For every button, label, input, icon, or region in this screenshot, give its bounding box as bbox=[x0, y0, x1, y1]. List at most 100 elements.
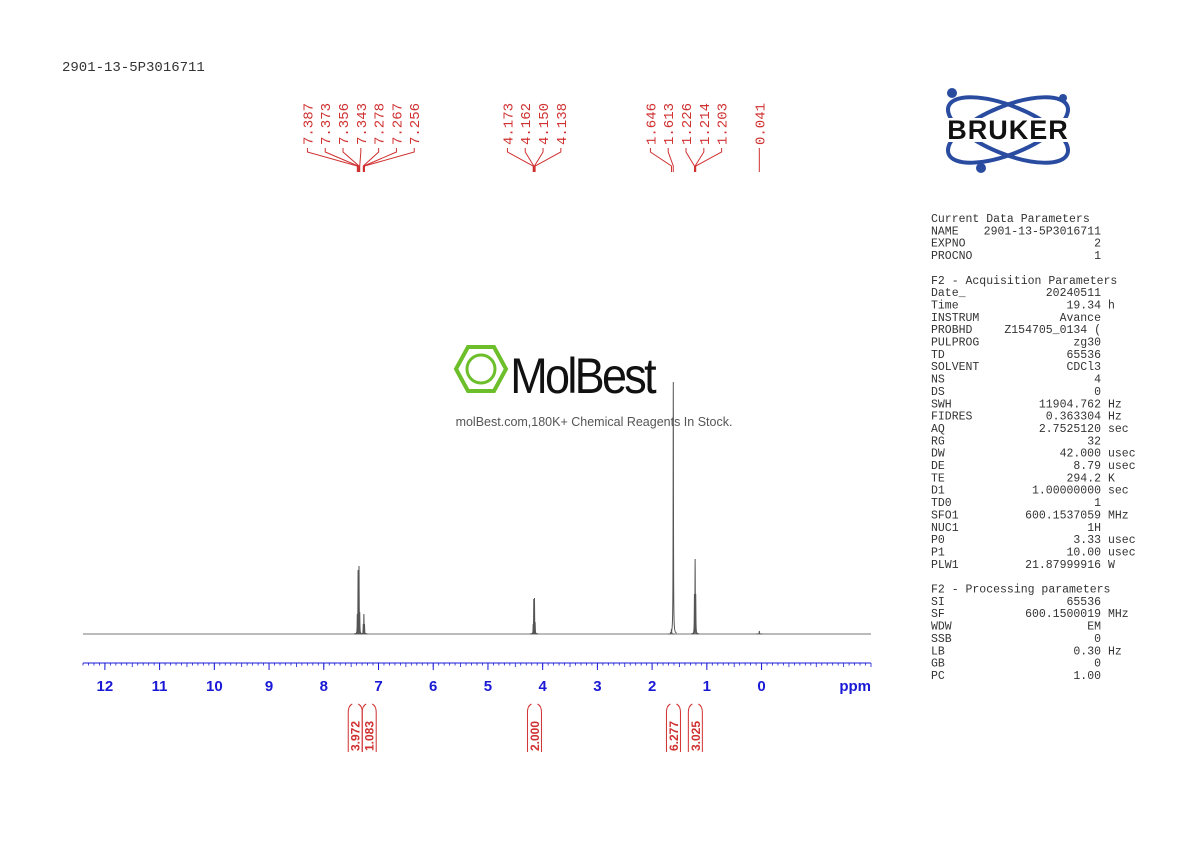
x-axis-label: ppm bbox=[839, 678, 871, 695]
param-value: 3.33 bbox=[1073, 534, 1101, 547]
param-key: SFO1 bbox=[931, 509, 959, 522]
peak-label: 7.343 bbox=[355, 103, 371, 145]
peak-label: 7.356 bbox=[337, 103, 353, 145]
peak-leader bbox=[363, 148, 397, 172]
peak-label: 4.173 bbox=[501, 103, 517, 145]
peak-leader bbox=[359, 148, 362, 172]
peak-label: 7.373 bbox=[319, 103, 335, 145]
logo-orbit bbox=[945, 95, 1071, 165]
sample-id: 2901-13-5P3016711 bbox=[62, 60, 205, 76]
x-tick-label: 3 bbox=[593, 678, 601, 695]
peak-leader bbox=[524, 148, 535, 172]
integral-label: 3.972 bbox=[349, 721, 363, 751]
param-unit: usec bbox=[1108, 448, 1136, 461]
param-value: 600.1537059 bbox=[1025, 509, 1101, 522]
peak-label: 4.150 bbox=[537, 103, 553, 145]
watermark-ring bbox=[465, 353, 497, 385]
section-title: F2 - Acquisition Parameters bbox=[931, 275, 1117, 288]
peak-label: 0.041 bbox=[753, 103, 769, 145]
param-value: 32 bbox=[1087, 435, 1101, 448]
param-value: 2 bbox=[1094, 238, 1101, 251]
param-unit: sec bbox=[1108, 485, 1129, 498]
peak-label: 1.214 bbox=[698, 103, 714, 145]
param-key: Date_ bbox=[931, 287, 966, 300]
param-value: 11904.762 bbox=[1039, 398, 1101, 411]
param-value: 65536 bbox=[1066, 596, 1101, 609]
param-key: SOLVENT bbox=[931, 361, 979, 374]
param-value: CDCl3 bbox=[1066, 361, 1101, 374]
param-value: 42.000 bbox=[1060, 448, 1102, 461]
param-value: 0.30 bbox=[1073, 645, 1101, 658]
section-title: F2 - Processing parameters bbox=[931, 584, 1110, 597]
x-tick-label: 6 bbox=[429, 678, 437, 695]
param-value: 1H bbox=[1087, 522, 1101, 535]
logo-dot bbox=[947, 88, 957, 98]
param-key: TD0 bbox=[931, 497, 952, 510]
integral-bracket bbox=[361, 703, 377, 752]
logo-dot bbox=[976, 163, 986, 173]
peak-leader bbox=[694, 148, 705, 172]
x-tick-label: 10 bbox=[206, 678, 223, 695]
param-key: FIDRES bbox=[931, 411, 973, 424]
param-key: SWH bbox=[931, 398, 952, 411]
param-key: P1 bbox=[931, 546, 945, 559]
param-unit: Hz bbox=[1108, 411, 1122, 424]
param-value: 0 bbox=[1094, 633, 1101, 646]
peak-label: 7.278 bbox=[373, 103, 389, 145]
param-value: 10.00 bbox=[1066, 546, 1101, 559]
x-tick-label: 2 bbox=[648, 678, 656, 695]
param-value: 2.7525120 bbox=[1039, 423, 1101, 436]
param-value: 0 bbox=[1094, 386, 1101, 399]
peak-label: 7.387 bbox=[301, 103, 317, 145]
param-unit: MHz bbox=[1108, 608, 1129, 621]
logo-dot bbox=[1059, 94, 1067, 102]
param-value: 8.79 bbox=[1073, 460, 1101, 473]
x-tick-label: 11 bbox=[152, 678, 168, 695]
param-value: 4 bbox=[1094, 374, 1101, 387]
x-tick-label: 0 bbox=[757, 678, 765, 695]
param-value: 600.1500019 bbox=[1025, 608, 1101, 621]
integral-label: 3.025 bbox=[689, 721, 703, 751]
param-unit: sec bbox=[1108, 423, 1129, 436]
param-key: PULPROG bbox=[931, 337, 979, 350]
watermark-name: MolBest bbox=[510, 349, 656, 405]
param-value: 1.00000000 bbox=[1032, 485, 1101, 498]
param-key: NAME bbox=[931, 225, 959, 238]
param-unit: h bbox=[1108, 299, 1115, 312]
bruker-logo: BRUKER bbox=[925, 88, 1091, 173]
param-value: Avance bbox=[1060, 312, 1102, 325]
logo-text: BRUKER bbox=[947, 115, 1069, 145]
peak-leader bbox=[667, 148, 674, 172]
peak bbox=[361, 623, 368, 635]
param-value: 65536 bbox=[1066, 349, 1101, 362]
param-unit: usec bbox=[1108, 460, 1136, 473]
peak-label: 1.226 bbox=[680, 103, 696, 145]
param-unit: usec bbox=[1108, 546, 1136, 559]
peak bbox=[756, 630, 763, 635]
logo-orbit bbox=[945, 95, 1071, 165]
watermark-hexagon bbox=[453, 345, 509, 393]
peak-leader bbox=[306, 148, 358, 172]
param-unit: W bbox=[1108, 559, 1115, 572]
peak-label: 1.203 bbox=[716, 103, 732, 145]
param-key: RG bbox=[931, 435, 945, 448]
param-unit: Hz bbox=[1108, 398, 1122, 411]
integral-bracket bbox=[687, 703, 703, 752]
param-value: 20240511 bbox=[1046, 287, 1101, 300]
peak-leader bbox=[363, 148, 415, 172]
watermark-tagline: molBest.com,180K+ Chemical Reagents In S… bbox=[456, 415, 733, 429]
param-key: PLW1 bbox=[931, 559, 959, 572]
section-title: Current Data Parameters bbox=[931, 213, 1090, 226]
param-key: NS bbox=[931, 374, 945, 387]
x-tick-label: 7 bbox=[374, 678, 382, 695]
peak-label: 1.646 bbox=[644, 103, 660, 145]
param-value: zg30 bbox=[1073, 337, 1101, 350]
param-value: 0 bbox=[1094, 658, 1101, 671]
param-value: 2901-13-5P3016711 bbox=[984, 225, 1101, 238]
param-value: 21.87999916 bbox=[1025, 559, 1101, 572]
param-key: DE bbox=[931, 460, 945, 473]
watermark: MolBest molBest.com,180K+ Chemical Reage… bbox=[453, 345, 733, 429]
param-key: GB bbox=[931, 658, 945, 671]
peak-leader bbox=[685, 148, 695, 172]
